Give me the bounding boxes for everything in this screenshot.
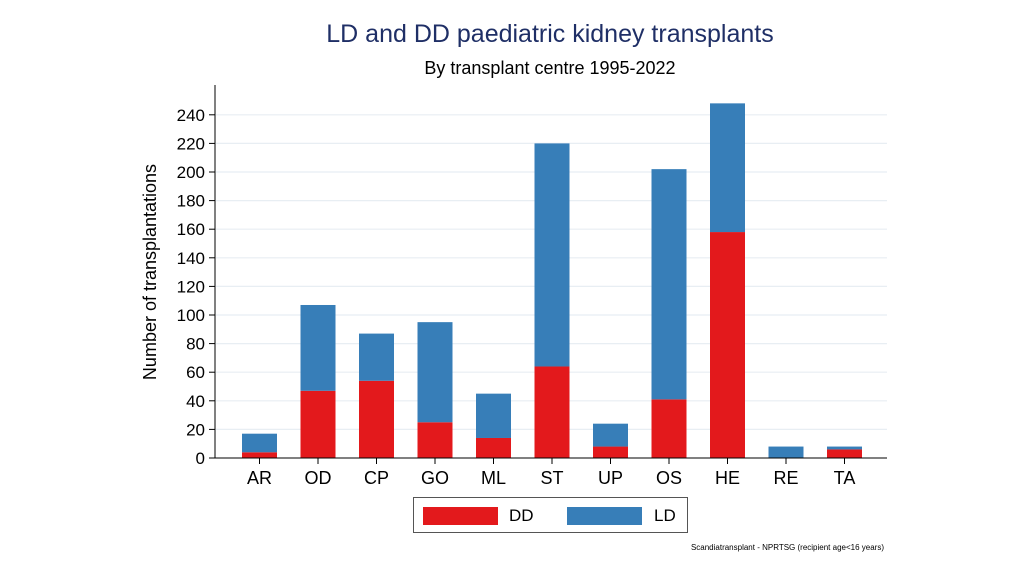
bar-ld-od	[300, 304, 336, 391]
legend-label-dd: DD	[509, 506, 534, 525]
y-tick-label: 120	[177, 277, 205, 296]
bar-ld-go	[417, 322, 453, 423]
x-tick-label-ar: AR	[247, 468, 272, 488]
y-tick-label: 140	[177, 249, 205, 268]
bar-ld-ml	[476, 393, 511, 438]
bar-ld-ta	[827, 446, 862, 450]
x-tick-label-he: HE	[715, 468, 740, 488]
chart-subtitle: By transplant centre 1995-2022	[424, 58, 676, 78]
y-tick-label: 20	[186, 420, 205, 439]
x-tick-label-os: OS	[656, 468, 682, 488]
y-tick-label: 60	[186, 363, 205, 382]
bar-dd-os	[651, 399, 687, 458]
x-tick-label-cp: CP	[364, 468, 389, 488]
legend-label-ld: LD	[654, 506, 676, 525]
source-note: Scandiatransplant - NPRTSG (recipient ag…	[690, 543, 884, 552]
bar-dd-cp	[359, 380, 394, 458]
bar-dd-ta	[827, 449, 862, 458]
bar-ld-cp	[359, 333, 394, 381]
bar-ld-re	[768, 446, 804, 458]
chart-title: LD and DD paediatric kidney transplants	[326, 20, 774, 48]
x-tick-label-go: GO	[421, 468, 449, 488]
legend: DD LD	[413, 497, 688, 533]
y-tick-label: 40	[186, 392, 205, 411]
y-tick-label: 80	[186, 335, 205, 354]
bar-ld-he	[710, 103, 745, 233]
bar-dd-st	[534, 366, 570, 458]
x-tick-label-re: RE	[773, 468, 798, 488]
y-axis-title: Number of transplantations	[140, 164, 160, 380]
bar-ld-os	[651, 169, 687, 400]
x-tick-label-od: OD	[305, 468, 332, 488]
y-tick-label: 160	[177, 220, 205, 239]
bars	[242, 103, 862, 458]
bar-dd-od	[300, 390, 336, 458]
y-ticks: 0 20 40 60 80 100 120 140 160 180 200 220 240	[177, 106, 215, 468]
bar-dd-ml	[476, 437, 511, 458]
bar-ld-ar	[242, 433, 277, 453]
y-tick-label: 200	[177, 163, 205, 182]
y-tick-label: 180	[177, 192, 205, 211]
x-ticks: AR OD CP GO ML ST UP OS HE RE TA	[247, 458, 855, 488]
y-tick-label: 0	[196, 449, 205, 468]
y-tick-label: 100	[177, 306, 205, 325]
bar-ld-st	[534, 143, 570, 367]
legend-swatch-dd	[423, 507, 498, 525]
x-tick-label-up: UP	[598, 468, 623, 488]
x-tick-label-ml: ML	[481, 468, 506, 488]
axes	[214, 85, 887, 459]
bar-dd-up	[593, 446, 628, 458]
legend-swatch-ld	[567, 507, 642, 525]
bar-dd-ar	[242, 452, 277, 458]
x-tick-label-st: ST	[540, 468, 563, 488]
y-tick-label: 220	[177, 134, 205, 153]
x-tick-label-ta: TA	[834, 468, 856, 488]
y-tick-label: 240	[177, 106, 205, 125]
bar-dd-he	[710, 232, 745, 458]
bar-ld-up	[593, 423, 628, 447]
bar-dd-go	[417, 422, 453, 458]
